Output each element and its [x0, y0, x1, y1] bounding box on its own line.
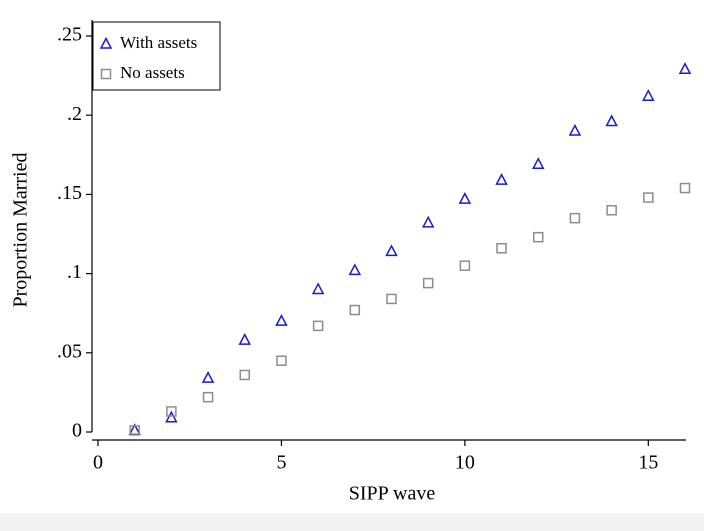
square-marker	[312, 320, 324, 332]
x-tick-label: 10	[455, 452, 475, 474]
triangle-marker	[495, 173, 508, 185]
triangle-marker	[201, 371, 215, 383]
x-tick-label: 0	[93, 452, 103, 474]
square-marker	[496, 243, 507, 254]
square-marker	[679, 182, 691, 194]
legend-label: No assets	[120, 63, 185, 82]
y-tick-label: .1	[67, 261, 82, 283]
square-marker	[533, 231, 544, 243]
square-marker	[100, 68, 112, 80]
triangle-marker	[678, 62, 692, 75]
square-marker	[386, 293, 397, 305]
triangle-marker	[311, 282, 325, 295]
x-tick-label: 15	[638, 452, 658, 474]
triangle-marker	[568, 123, 582, 136]
legend-label: With assets	[120, 33, 197, 52]
y-tick-label: .05	[57, 340, 82, 362]
square-marker	[643, 192, 654, 203]
triangle-marker	[165, 410, 178, 423]
y-tick-label: 0	[72, 420, 82, 442]
x-axis-label: SIPP wave	[349, 483, 436, 505]
triangle-marker	[385, 244, 398, 257]
triangle-marker	[458, 192, 472, 204]
square-marker	[276, 355, 287, 366]
square-marker	[166, 406, 177, 417]
triangle-marker	[421, 215, 435, 228]
y-tick-label: .2	[67, 103, 82, 125]
square-marker	[422, 277, 434, 289]
triangle-marker	[275, 314, 288, 326]
triangle-marker	[642, 89, 655, 101]
footer-band	[0, 513, 704, 531]
y-axis-label: Proportion Married	[10, 153, 32, 308]
legend-box	[92, 21, 221, 91]
triangle-marker	[532, 157, 545, 170]
square-marker	[239, 369, 250, 381]
square-marker	[129, 425, 140, 436]
triangle-marker	[99, 36, 113, 49]
triangle-marker	[605, 114, 618, 127]
square-marker	[459, 260, 471, 271]
square-marker	[606, 204, 617, 216]
square-marker	[202, 391, 214, 403]
triangle-marker	[238, 333, 251, 345]
square-marker	[569, 212, 581, 224]
triangle-marker	[348, 263, 362, 276]
y-tick-label: .25	[57, 24, 82, 46]
x-tick-label: 5	[276, 452, 286, 474]
y-tick-label: .15	[57, 182, 82, 204]
square-marker	[349, 304, 361, 316]
